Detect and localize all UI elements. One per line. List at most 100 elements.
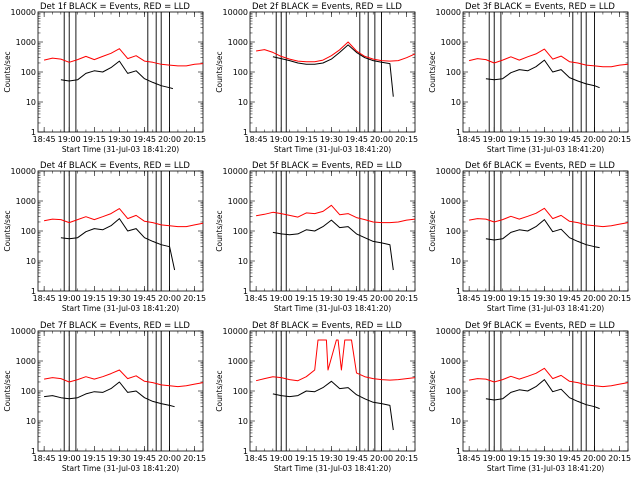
x-tick-label: 19:15 xyxy=(83,294,106,303)
y-tick-label: 1000 xyxy=(228,38,248,47)
lld-series-line xyxy=(44,369,204,388)
y-tick-label: 1 xyxy=(456,128,461,137)
events-series-line xyxy=(44,381,175,408)
y-tick-label: 100 xyxy=(446,387,461,396)
detector-panel: Det 2f BLACK = Events, RED = LLD 1 10 100 10… xyxy=(215,2,418,154)
y-tick-label: 1 xyxy=(31,447,36,456)
detector-panel: Det 5f BLACK = Events, RED = LLD 1 10 100 10… xyxy=(215,161,418,313)
y-tick-label: 1 xyxy=(243,128,248,137)
x-tick-label: 18:45 xyxy=(458,135,481,144)
x-tick-label: 19:30 xyxy=(108,454,131,463)
panel-title: Det 9f BLACK = Events, RED = LLD xyxy=(465,321,615,331)
lld-series-line xyxy=(256,204,416,224)
x-tick-label: 20:15 xyxy=(608,454,631,463)
x-tick-label: 18:45 xyxy=(245,135,268,144)
x-axis-label: Start Time (31-Jul-03 18:41:20) xyxy=(62,464,179,473)
y-tick-label: 100 xyxy=(446,68,461,77)
x-tick-label: 19:45 xyxy=(133,135,156,144)
y-tick-label: 10 xyxy=(238,417,248,426)
y-tick-label: 10000 xyxy=(11,8,36,17)
x-tick-label: 19:00 xyxy=(270,294,293,303)
x-tick-label: 19:30 xyxy=(533,135,556,144)
x-tick-label: 20:00 xyxy=(370,135,393,144)
y-tick-label: 1000 xyxy=(441,197,461,206)
lld-series-line xyxy=(255,339,416,382)
y-tick-label: 1000 xyxy=(228,197,248,206)
detector-panel: Det 1f BLACK = Events, RED = LLD 1 10 100 10… xyxy=(3,2,206,154)
events-series-line xyxy=(272,380,394,431)
detector-panel: Det 9f BLACK = Events, RED = LLD 1 10 100 10… xyxy=(428,321,631,473)
y-axis-label: Counts/sec xyxy=(428,51,437,92)
detector-panel: Det 4f BLACK = Events, RED = LLD 1 10 100 10… xyxy=(3,161,206,313)
x-tick-label: 19:15 xyxy=(508,294,531,303)
y-tick-label: 1000 xyxy=(441,38,461,47)
x-axis-label: Start Time (31-Jul-03 18:41:20) xyxy=(487,145,604,154)
x-axis-label: Start Time (31-Jul-03 18:41:20) xyxy=(274,304,391,313)
x-tick-label: 19:00 xyxy=(483,454,506,463)
x-tick-label: 20:00 xyxy=(370,454,393,463)
y-tick-label: 100 xyxy=(21,68,36,77)
x-tick-label: 20:00 xyxy=(583,135,606,144)
y-tick-label: 10000 xyxy=(436,8,461,17)
panel-title: Det 1f BLACK = Events, RED = LLD xyxy=(40,2,190,12)
x-tick-label: 20:15 xyxy=(183,454,206,463)
x-tick-label: 19:45 xyxy=(345,454,368,463)
y-tick-label: 10000 xyxy=(11,167,36,176)
x-axis-label: Start Time (31-Jul-03 18:41:20) xyxy=(274,145,391,154)
x-axis-label: Start Time (31-Jul-03 18:41:20) xyxy=(487,304,604,313)
lld-series-line xyxy=(256,41,416,63)
y-axis-label: Counts/sec xyxy=(3,51,12,92)
y-tick-label: 100 xyxy=(446,227,461,236)
x-tick-label: 19:30 xyxy=(108,294,131,303)
y-tick-label: 100 xyxy=(233,227,248,236)
x-tick-label: 20:00 xyxy=(158,135,181,144)
x-tick-label: 20:00 xyxy=(583,454,606,463)
y-tick-label: 10 xyxy=(26,98,36,107)
x-axis-label: Start Time (31-Jul-03 18:41:20) xyxy=(274,464,391,473)
y-tick-label: 10000 xyxy=(223,167,248,176)
y-axis-label: Counts/sec xyxy=(215,370,224,411)
x-tick-label: 20:15 xyxy=(183,294,206,303)
events-series-line xyxy=(272,44,394,97)
x-tick-label: 19:45 xyxy=(345,135,368,144)
lld-series-line xyxy=(44,208,204,228)
y-tick-label: 100 xyxy=(21,387,36,396)
panel-title: Det 7f BLACK = Events, RED = LLD xyxy=(40,321,190,331)
x-tick-label: 19:30 xyxy=(320,294,343,303)
x-tick-label: 19:45 xyxy=(133,294,156,303)
y-tick-label: 100 xyxy=(233,387,248,396)
panel-title: Det 3f BLACK = Events, RED = LLD xyxy=(465,2,615,12)
y-tick-label: 10000 xyxy=(223,327,248,336)
x-tick-label: 20:15 xyxy=(395,294,418,303)
lld-series-line xyxy=(43,48,204,67)
x-tick-label: 19:15 xyxy=(83,135,106,144)
y-tick-label: 1 xyxy=(456,287,461,296)
x-tick-label: 19:15 xyxy=(508,454,531,463)
detector-panel: Det 3f BLACK = Events, RED = LLD 1 10 100 10… xyxy=(428,2,631,154)
y-tick-label: 1 xyxy=(31,128,36,137)
x-tick-label: 19:15 xyxy=(83,454,106,463)
x-tick-label: 19:45 xyxy=(558,454,581,463)
y-axis-label: Counts/sec xyxy=(215,51,224,92)
events-series-line xyxy=(485,379,600,410)
x-tick-label: 20:15 xyxy=(395,454,418,463)
panel-title: Det 4f BLACK = Events, RED = LLD xyxy=(40,161,190,171)
x-tick-label: 19:15 xyxy=(508,135,531,144)
lld-series-line xyxy=(469,367,629,388)
x-axis-label: Start Time (31-Jul-03 18:41:20) xyxy=(62,145,179,154)
x-tick-label: 19:00 xyxy=(270,135,293,144)
x-tick-label: 19:15 xyxy=(295,135,318,144)
x-tick-label: 20:15 xyxy=(608,294,631,303)
x-tick-label: 19:00 xyxy=(58,294,81,303)
x-tick-label: 18:45 xyxy=(33,294,56,303)
y-tick-label: 10 xyxy=(238,257,248,266)
x-tick-label: 19:30 xyxy=(320,135,343,144)
detector-panel: Det 6f BLACK = Events, RED = LLD 1 10 100 10… xyxy=(428,161,631,313)
y-tick-label: 10000 xyxy=(436,327,461,336)
x-tick-label: 18:45 xyxy=(458,454,481,463)
x-tick-label: 19:00 xyxy=(483,294,506,303)
x-tick-label: 18:45 xyxy=(33,454,56,463)
y-tick-label: 1 xyxy=(31,287,36,296)
y-tick-label: 10 xyxy=(26,417,36,426)
